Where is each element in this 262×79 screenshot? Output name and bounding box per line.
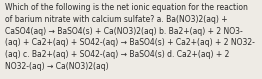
Text: Which of the following is the net ionic equation for the reaction: Which of the following is the net ionic …: [5, 3, 248, 12]
Text: CaSO4(aq) → BaSO4(s) + Ca(NO3)2(aq) b. Ba2+(aq) + 2 NO3-: CaSO4(aq) → BaSO4(s) + Ca(NO3)2(aq) b. B…: [5, 27, 242, 36]
Text: (aq) c. Ba2+(aq) + SO42-(aq) → BaSO4(s) d. Ca2+(aq) + 2: (aq) c. Ba2+(aq) + SO42-(aq) → BaSO4(s) …: [5, 50, 229, 59]
Text: (aq) + Ca2+(aq) + SO42-(aq) → BaSO4(s) + Ca2+(aq) + 2 NO32-: (aq) + Ca2+(aq) + SO42-(aq) → BaSO4(s) +…: [5, 38, 255, 47]
Text: of barium nitrate with calcium sulfate? a. Ba(NO3)2(aq) +: of barium nitrate with calcium sulfate? …: [5, 15, 227, 24]
Text: NO32-(aq) → Ca(NO3)2(aq): NO32-(aq) → Ca(NO3)2(aq): [5, 62, 108, 71]
